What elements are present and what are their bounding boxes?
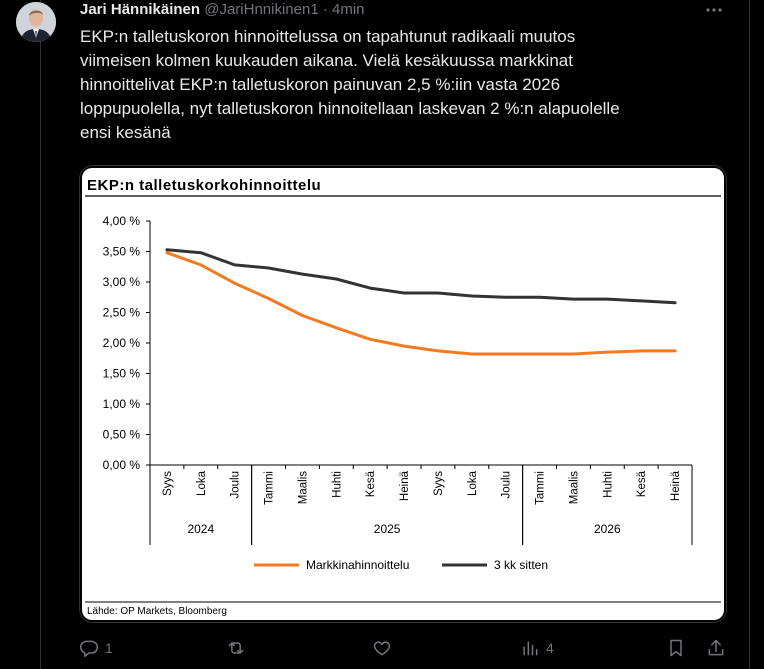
views-count: 4: [546, 640, 554, 656]
share-button[interactable]: [706, 636, 726, 660]
x-tick-label: Kesä: [365, 470, 377, 497]
x-tick-label: Maalis: [568, 471, 580, 504]
y-tick-label: 3,00 %: [103, 275, 141, 289]
y-tick-label: 2,00 %: [103, 336, 141, 350]
share-icon: [708, 639, 724, 656]
post-time[interactable]: 4min: [332, 1, 365, 18]
x-tick-label: Maalis: [297, 471, 309, 504]
y-tick-label: 2,50 %: [103, 306, 141, 320]
analytics-icon: [523, 641, 538, 656]
y-tick-label: 3,50 %: [103, 245, 141, 259]
more-options-button[interactable]: [704, 0, 724, 20]
repost-icon: [228, 642, 244, 654]
post-text-line: viimeisen kolmen kuukauden aikana. Vielä…: [80, 51, 573, 70]
y-tick-label: 1,00 %: [103, 397, 141, 411]
series-line-3kk-sitten: [165, 248, 677, 305]
post-text-line: EKP:n talletuskoron hinnoittelussa on ta…: [80, 27, 576, 46]
x-tick-label: Tammi: [264, 471, 276, 505]
post-text-line: hinnoittelivat EKP:n talletuskoron painu…: [80, 75, 561, 94]
post-text-line: loppupuolella, nyt talletuskoron hinnoit…: [80, 99, 620, 118]
legend-label: 3 kk sitten: [494, 558, 548, 572]
chart-image: EKP:n talletuskorkohinnoittelu 0,00 % 0,50…: [82, 168, 724, 620]
more-options-icon: [706, 8, 722, 12]
x-tick-label: Heinä: [399, 470, 411, 501]
x-tick-label: Tammi: [535, 471, 547, 505]
thread-line-right: [749, 0, 750, 669]
x-tick-label: Joulu: [501, 471, 513, 499]
x-tick-label: Kesä: [636, 470, 648, 497]
avatar[interactable]: [16, 2, 56, 42]
repost-button[interactable]: [226, 636, 252, 660]
y-tick-label: 0,50 %: [103, 428, 141, 442]
reply-count: 1: [105, 640, 113, 656]
series-line-markkinahinnoittelu: [165, 251, 677, 356]
action-bar: 1 4: [0, 636, 764, 662]
author-handle[interactable]: @JariHnnikinen1: [204, 1, 319, 18]
views-button[interactable]: 4: [520, 636, 554, 660]
y-tick-label: 0,00 %: [103, 458, 141, 472]
legend-label: Markkinahinnoittelu: [306, 558, 409, 572]
y-tick-label: 1,50 %: [103, 367, 141, 381]
thread-line-left: [40, 0, 41, 669]
x-tick-label: Heinä: [670, 470, 682, 501]
bookmark-button[interactable]: [666, 636, 686, 660]
x-tick-label: Huhti: [331, 471, 343, 498]
x-tick-label: Syys: [433, 471, 445, 496]
reply-button[interactable]: 1: [79, 636, 113, 660]
post-text: EKP:n talletuskoron hinnoittelussa on ta…: [80, 25, 720, 145]
x-tick-label: Loka: [196, 470, 208, 496]
heart-icon: [373, 641, 391, 656]
bookmark-icon: [670, 639, 682, 657]
year-label: 2024: [187, 522, 214, 536]
line-chart: EKP:n talletuskorkohinnoittelu 0,00 % 0,50…: [85, 177, 721, 617]
post-media[interactable]: EKP:n talletuskorkohinnoittelu 0,00 % 0,50…: [79, 165, 727, 623]
x-tick-label: Huhti: [602, 471, 614, 498]
x-tick-label: Loka: [467, 470, 479, 496]
post-header: Jari Hännikäinen @JariHnnikinen1 · 4min: [80, 0, 365, 20]
x-tick-label: Syys: [162, 471, 174, 496]
author-name[interactable]: Jari Hännikäinen: [80, 1, 201, 18]
year-label: 2026: [594, 522, 621, 536]
reply-icon: [79, 640, 99, 658]
separator: ·: [322, 1, 328, 18]
x-tick-label: Joulu: [230, 471, 242, 499]
chart-source: Lähde: OP Markets, Bloomberg: [87, 606, 227, 617]
like-button[interactable]: [372, 636, 398, 660]
y-tick-label: 4,00 %: [103, 214, 141, 228]
post-text-line: ensi kesänä: [80, 123, 171, 142]
chart-title: EKP:n talletuskorkohinnoittelu: [87, 177, 321, 194]
year-label: 2025: [374, 522, 401, 536]
